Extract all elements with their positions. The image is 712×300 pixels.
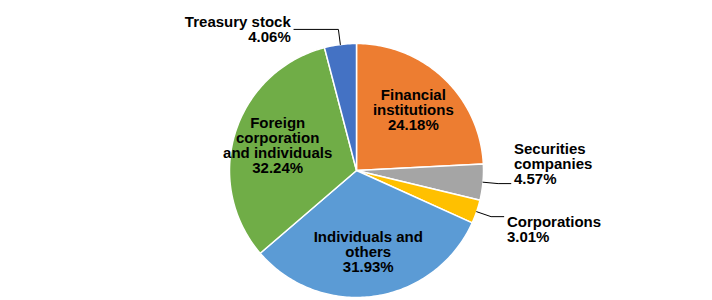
svg-text:Foreigncorporationand individu: Foreigncorporationand individuals32.24% [223,114,332,176]
svg-text:Financialinstitutions24.18%: Financialinstitutions24.18% [373,86,454,133]
svg-text:Securitiescompanies4.57%: Securitiescompanies4.57% [514,140,592,187]
svg-text:Treasury stock4.06%: Treasury stock4.06% [185,13,292,45]
svg-text:Corporations3.01%: Corporations3.01% [507,213,601,245]
svg-text:Individuals andothers31.93%: Individuals andothers31.93% [314,228,423,275]
